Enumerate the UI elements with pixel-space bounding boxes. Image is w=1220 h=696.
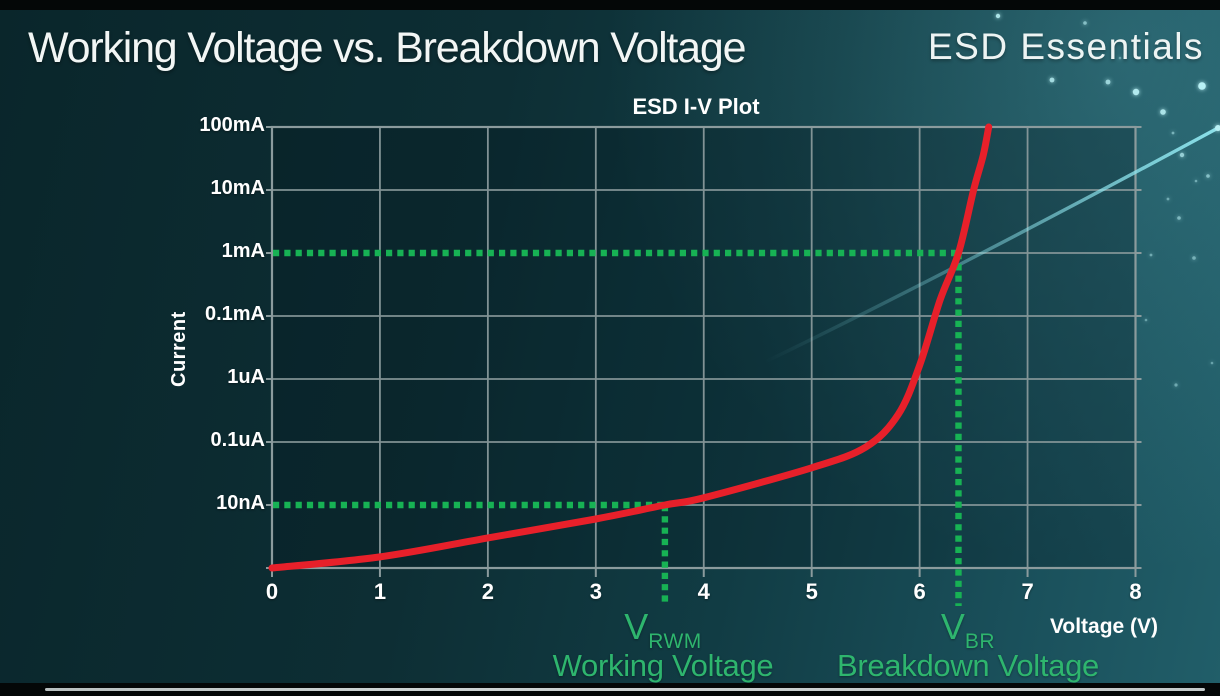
particle <box>1058 40 1062 44</box>
plot-border <box>270 125 1137 570</box>
particle <box>1083 21 1087 25</box>
vbr-annotation-label: Breakdown Voltage <box>836 648 1100 683</box>
y-tick-label: 100mA <box>199 114 265 136</box>
particle <box>1149 253 1153 257</box>
slide-title: Working Voltage vs. Breakdown Voltage <box>28 24 747 72</box>
particle <box>1118 56 1122 60</box>
y-tick-label: 10mA <box>210 177 265 199</box>
particle <box>1192 256 1196 260</box>
particle <box>1105 79 1111 85</box>
x-tick-label: 6 <box>913 579 926 604</box>
vbr-symbol-sub: BR <box>964 630 996 653</box>
particle <box>1198 82 1206 90</box>
particle <box>1166 197 1170 201</box>
y-tick-label: 10nA <box>216 492 265 514</box>
vrwm-annotation-symbol: VRWM <box>593 606 733 653</box>
vrwm-symbol-sub: RWM <box>648 630 702 653</box>
particle <box>1132 88 1140 96</box>
chart-title: ESD I-V Plot <box>632 94 760 119</box>
x-tick-label: 7 <box>1021 579 1034 604</box>
x-tick-label: 4 <box>697 579 710 604</box>
x-tick-label: 3 <box>589 579 602 604</box>
x-axis-title: Voltage (V) <box>1049 615 1159 638</box>
video-progress-bar[interactable] <box>45 688 1205 691</box>
y-tick-label: 1uA <box>227 366 265 388</box>
particle <box>1194 179 1198 183</box>
particle <box>1174 383 1178 387</box>
vbr-symbol-v: V <box>940 606 965 647</box>
top-letterbox-bar <box>0 0 1220 10</box>
y-tick-label: 1mA <box>221 240 265 262</box>
particle <box>1210 361 1214 365</box>
vrwm-annotation-label: Working Voltage <box>552 648 774 683</box>
y-tick-label: 0.1mA <box>204 303 265 325</box>
particle <box>1206 174 1210 178</box>
particle <box>1177 216 1181 220</box>
x-tick-label: 8 <box>1129 579 1142 604</box>
grid <box>272 127 1136 568</box>
particle <box>1144 318 1148 322</box>
y-tick-label: 0.1uA <box>210 429 265 451</box>
iv-curve <box>268 123 993 572</box>
guide-lines <box>273 249 962 606</box>
swoosh-head-particle <box>1215 125 1220 131</box>
x-tick-label: 1 <box>373 579 387 604</box>
bottom-letterbox-bar <box>0 683 1220 696</box>
vbr-annotation-symbol: VBR <box>898 606 1038 653</box>
background-swoosh <box>763 126 1220 364</box>
particle <box>1049 77 1055 83</box>
particle <box>1171 131 1175 135</box>
particle <box>1179 152 1185 158</box>
x-tick-label: 5 <box>805 579 818 604</box>
particle <box>1160 109 1166 115</box>
vrwm-symbol-v: V <box>624 606 649 647</box>
x-tick-label: 2 <box>481 579 494 604</box>
particles <box>995 13 1214 387</box>
watermark-esd-essentials: ESD Essentials <box>928 26 1204 67</box>
particle <box>995 13 1001 19</box>
x-tick-label: 0 <box>265 579 279 604</box>
